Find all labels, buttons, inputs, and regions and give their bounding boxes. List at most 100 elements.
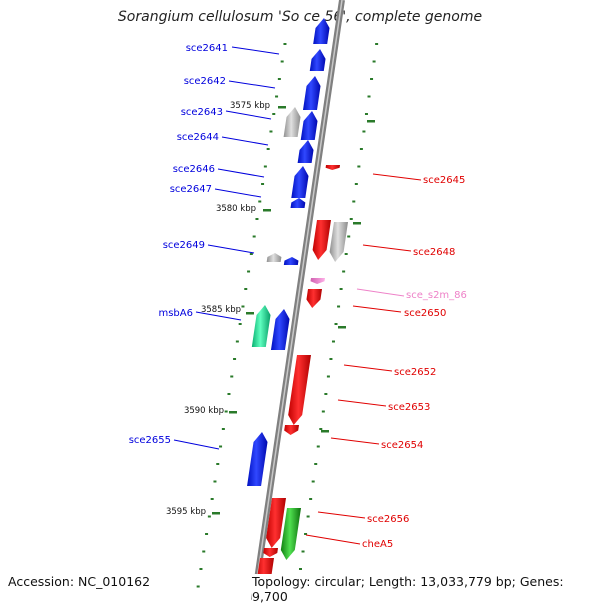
gene-sce2646-arrow[interactable] [291, 166, 309, 198]
tick-mark-left [275, 95, 279, 98]
gene-label-sce2653[interactable]: sce2653 [388, 402, 430, 413]
gene-label-sce2644[interactable]: sce2644 [177, 132, 219, 143]
leader-line [214, 188, 262, 198]
tick-mark-left [238, 323, 242, 325]
gene-sce2642-arrow[interactable] [303, 76, 321, 110]
leader-line [173, 439, 220, 450]
tick-mark-left [261, 183, 265, 185]
leader-line [217, 168, 265, 178]
leader-line [356, 288, 405, 297]
major-tick [338, 326, 346, 329]
tick-mark-right [334, 323, 338, 325]
gene-sce2644-arrow[interactable] [297, 140, 314, 163]
gene-label-sce-s2m-86[interactable]: sce_s2m_86 [406, 290, 467, 301]
leader-line [228, 80, 276, 89]
kbp-marker: 3575 kbp [230, 101, 270, 111]
leader-line [362, 244, 412, 252]
gene-label-sce2654[interactable]: sce2654 [381, 440, 423, 451]
gene-sce2656b-arrow[interactable] [263, 548, 278, 557]
gene-sce2652-arrow[interactable] [288, 355, 311, 425]
gene-sce2655-arrow[interactable] [247, 432, 268, 486]
tick-mark-left [233, 358, 237, 360]
gene-sce2643-arrow[interactable] [300, 111, 318, 140]
gene-label-sce2647[interactable]: sce2647 [170, 184, 212, 195]
leader-line [352, 305, 402, 313]
tick-mark-right [357, 165, 361, 168]
gene-label-sce2649[interactable]: sce2649 [163, 240, 205, 251]
tick-mark-right [319, 428, 323, 430]
leader-line [207, 244, 255, 254]
tick-mark-right [364, 113, 368, 115]
gene-label-sce2648[interactable]: sce2648 [413, 247, 455, 258]
tick-mark-left [280, 60, 284, 63]
gene-sce-s2m-86-arrow[interactable] [310, 278, 325, 284]
gene-label-sce2643[interactable]: sce2643 [181, 107, 223, 118]
gene-sce2648-arrow[interactable] [312, 220, 331, 260]
tick-mark-left [224, 410, 228, 413]
tick-mark-right [362, 130, 366, 133]
leader-line [225, 110, 272, 120]
tick-mark-left [266, 148, 270, 150]
tick-mark-left [263, 165, 267, 168]
tick-mark-left [241, 305, 245, 308]
gene-sce2647-arrow[interactable] [290, 198, 306, 208]
tick-mark-right [352, 200, 356, 203]
leader-line [343, 364, 393, 372]
leader-line [337, 399, 387, 407]
gene-sce2641-arrow[interactable] [309, 49, 326, 71]
gene-sce2640-arrow[interactable] [313, 18, 330, 44]
leader-line [221, 136, 269, 146]
kbp-marker: 3590 kbp [184, 406, 224, 416]
tick-mark-left [249, 253, 253, 255]
gene-label-chea5[interactable]: cheA5 [362, 539, 393, 550]
major-tick [246, 312, 254, 315]
major-tick [367, 120, 375, 123]
tick-mark-left [258, 200, 262, 203]
gene-label-sce2655[interactable]: sce2655 [129, 435, 171, 446]
gene-sce2650-arrow[interactable] [306, 289, 322, 308]
gene-label-sce2641[interactable]: sce2641 [186, 43, 228, 54]
tick-mark-left [269, 130, 273, 133]
tick-mark-left [272, 113, 276, 115]
gene-gray-2-arrow[interactable] [329, 222, 348, 262]
gene-sce2645-arrow[interactable] [325, 165, 340, 170]
tick-mark-left [213, 480, 217, 483]
kbp-marker: 3595 kbp [166, 507, 206, 517]
gene-sce2654-arrow[interactable] [284, 425, 299, 435]
major-tick [229, 411, 237, 414]
gene-label-sce2650[interactable]: sce2650 [404, 308, 446, 319]
leader-line [231, 46, 280, 55]
gene-cheA5-arrow[interactable] [280, 508, 301, 560]
gene-sce2649-partner-arrow[interactable] [266, 253, 282, 262]
tick-mark-right [309, 498, 313, 500]
gene-label-msba6[interactable]: msbA6 [158, 308, 193, 319]
tick-mark-left [196, 585, 200, 588]
tick-mark-left [199, 568, 203, 570]
tick-mark-right [370, 78, 374, 80]
gene-sce2649-arrow[interactable] [283, 257, 299, 265]
tick-mark-left [221, 428, 225, 430]
gene-sce2656-arrow[interactable] [266, 498, 286, 548]
leader-line [305, 534, 361, 545]
tick-mark-right [339, 288, 343, 290]
gene-label-sce2652[interactable]: sce2652 [394, 367, 436, 378]
tick-mark-right [304, 533, 308, 535]
tick-mark-left [205, 533, 209, 535]
tick-mark-right [314, 463, 318, 465]
gene-label-sce2642[interactable]: sce2642 [184, 76, 226, 87]
major-tick [353, 222, 361, 225]
tick-mark-right [342, 270, 346, 273]
tick-mark-left [207, 515, 211, 518]
tick-mark-right [344, 253, 348, 255]
gene-msbA6-partner-arrow[interactable] [251, 305, 271, 347]
gene-label-sce2656[interactable]: sce2656 [367, 514, 409, 525]
tick-mark-right [326, 375, 330, 378]
accession-text: Accession: NC_010162 [8, 574, 151, 589]
gene-gray-1-arrow[interactable] [283, 107, 301, 137]
leader-line [317, 511, 366, 519]
tick-mark-left [283, 43, 287, 45]
tick-mark-left [244, 288, 248, 290]
gene-msbA6-arrow[interactable] [270, 309, 290, 350]
gene-label-sce2645[interactable]: sce2645 [423, 175, 465, 186]
gene-label-sce2646[interactable]: sce2646 [173, 164, 215, 175]
